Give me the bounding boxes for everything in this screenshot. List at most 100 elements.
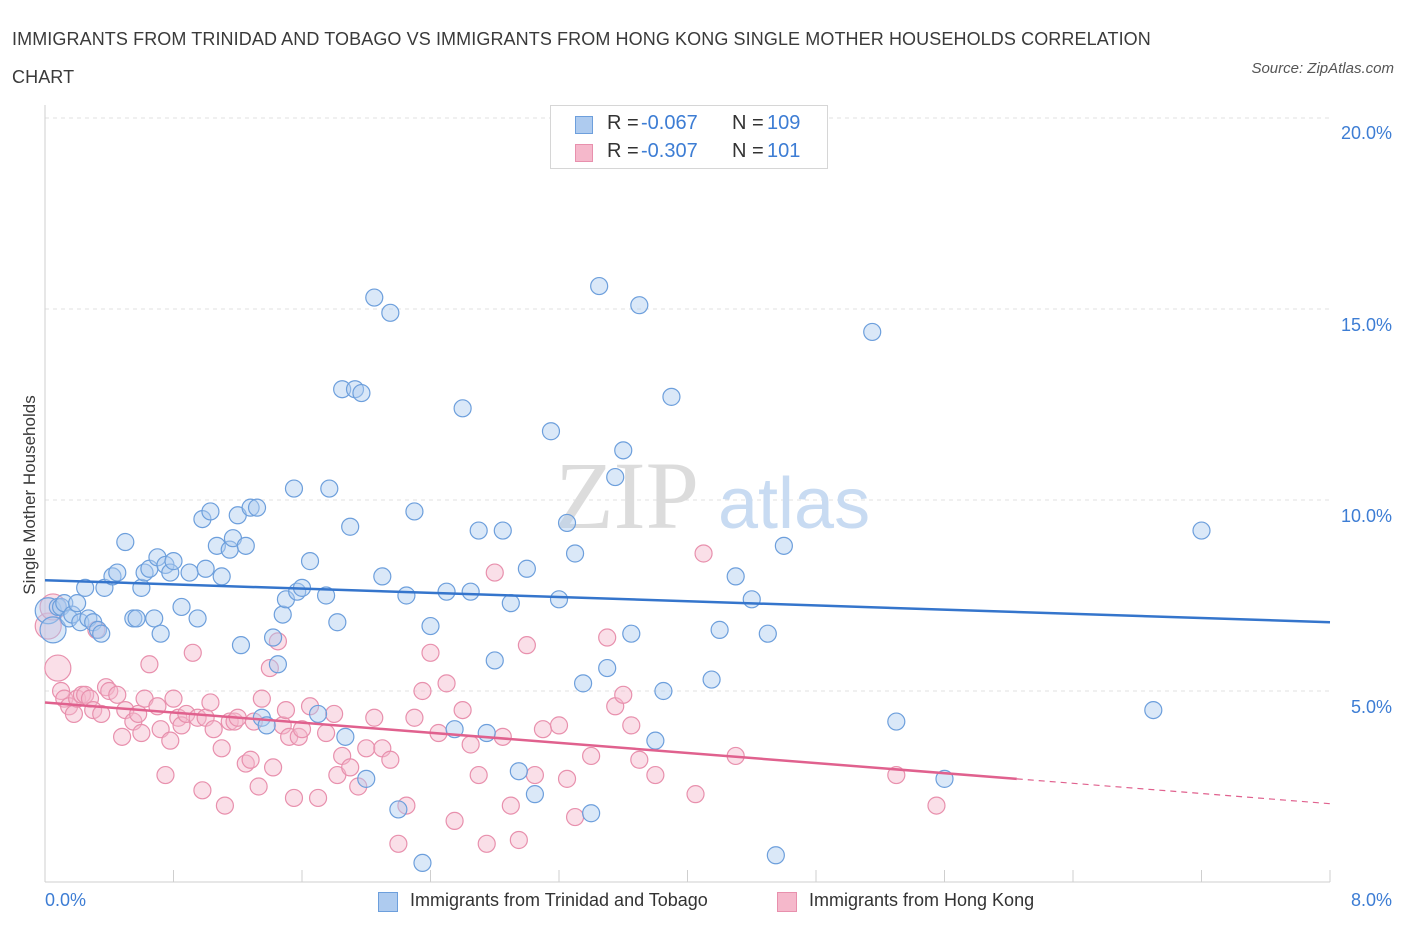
hongkong-point xyxy=(92,704,111,724)
n-value: 109 xyxy=(767,112,801,134)
trinidad-point xyxy=(485,651,504,670)
watermark-zip: ZIP xyxy=(555,442,699,549)
chart-title: IMMIGRANTS FROM TRINIDAD AND TOBAGO VS I… xyxy=(12,29,1151,87)
hongkong-point xyxy=(357,739,376,758)
trinidad-point xyxy=(180,563,199,582)
hongkong-point xyxy=(325,704,344,724)
trinidad-point xyxy=(268,655,288,674)
trinidad-point xyxy=(477,723,496,743)
x-tick-label-max: 8.0% xyxy=(1350,890,1392,910)
trinidad-point xyxy=(614,441,633,460)
trinidad-point xyxy=(565,544,585,563)
hongkong-point xyxy=(686,785,705,804)
trinidad-point xyxy=(606,467,625,487)
hongkong-point xyxy=(140,655,159,674)
hongkong-point xyxy=(614,685,633,704)
hongkong-point xyxy=(161,731,180,750)
hongkong-point xyxy=(509,830,528,850)
hongkong-point xyxy=(212,739,231,758)
legend-label: Immigrants from Hong Kong xyxy=(809,890,1035,910)
hongkong-point xyxy=(276,700,296,720)
hongkong-point xyxy=(284,788,304,808)
hongkong-point xyxy=(622,716,641,735)
trinidad-point xyxy=(336,727,355,746)
trinidad-point xyxy=(509,762,528,781)
trinidad-point xyxy=(501,594,520,613)
x-tick-label-min: 0.0% xyxy=(45,890,87,910)
hongkong-point xyxy=(308,788,328,808)
hongkong-point xyxy=(263,758,283,777)
trinidad-point xyxy=(284,479,304,498)
hongkong-point xyxy=(108,685,127,704)
trinidad-point xyxy=(201,502,220,521)
trinidad-point xyxy=(726,567,745,586)
trinidad-point xyxy=(76,578,95,597)
hongkong-point xyxy=(485,563,504,582)
trinidad-point xyxy=(389,800,408,819)
hongkong-point xyxy=(241,750,260,769)
hongkong-point xyxy=(292,720,312,739)
hongkong-point xyxy=(156,765,175,785)
trinidad-legend-swatch xyxy=(378,892,398,912)
trinidad-point xyxy=(316,586,336,605)
axes xyxy=(44,105,1331,883)
trinidad-point xyxy=(273,605,292,624)
hongkong-point xyxy=(405,708,424,727)
trinidad-point xyxy=(164,552,183,571)
trinidad-point xyxy=(421,616,440,636)
hongkong-point xyxy=(437,674,456,693)
trinidad-point xyxy=(598,658,617,678)
watermark: ZIP atlas xyxy=(555,442,870,549)
n-value: 101 xyxy=(767,140,801,162)
y-tick-label: 5.0% xyxy=(1350,697,1392,717)
hongkong-point xyxy=(183,643,202,662)
y-tick-label: 10.0% xyxy=(1340,506,1392,526)
hongkong-point xyxy=(549,716,569,735)
source-credit: Source: ZipAtlas.com xyxy=(1251,60,1394,77)
trinidad-point xyxy=(525,785,545,804)
trinidad-point xyxy=(646,731,665,750)
trinidad-point xyxy=(357,769,376,788)
trinidad-point xyxy=(145,609,164,628)
hongkong-point xyxy=(565,807,585,827)
hongkong-point xyxy=(204,720,223,739)
trinidad-point xyxy=(590,276,609,296)
hongkong-point xyxy=(215,796,234,815)
trinidad-point xyxy=(758,624,777,643)
trinidad-point xyxy=(541,422,561,441)
trinidad-trend-line xyxy=(44,578,1331,624)
trinidad-point xyxy=(461,582,480,601)
trinidad-point xyxy=(188,609,207,628)
r-label: R = xyxy=(607,112,639,134)
trinidad-point xyxy=(517,559,536,578)
trinidad-point xyxy=(630,296,649,315)
trinidad-point xyxy=(742,590,761,609)
trinidad-point xyxy=(710,620,729,639)
hongkong-point xyxy=(533,720,553,739)
watermark-atlas: atlas xyxy=(718,464,870,544)
hongkong-point xyxy=(453,700,472,720)
trinidad-point xyxy=(469,521,488,540)
hongkong-point xyxy=(341,758,360,777)
trinidad-point xyxy=(549,590,569,609)
hongkong-point xyxy=(193,781,212,800)
trinidad-point xyxy=(365,288,384,307)
trinidad-point xyxy=(774,536,793,555)
trinidad-point xyxy=(236,536,255,555)
r-value: -0.307 xyxy=(641,140,698,162)
trinidad-point xyxy=(373,567,392,586)
trinidad-point xyxy=(453,399,472,418)
trinidad-point xyxy=(381,303,400,322)
trinidad-point xyxy=(68,594,87,613)
trinidad-point xyxy=(493,521,512,540)
trinidad-point xyxy=(557,513,577,533)
trinidad-point xyxy=(132,578,151,597)
hongkong-point xyxy=(316,723,336,743)
trinidad-point xyxy=(1144,700,1163,720)
hongkong-point xyxy=(64,704,84,724)
hongkong-point xyxy=(381,750,400,769)
hongkong-point xyxy=(630,750,649,769)
grid-lines xyxy=(45,117,1330,692)
hongkong-swatch xyxy=(575,144,593,162)
